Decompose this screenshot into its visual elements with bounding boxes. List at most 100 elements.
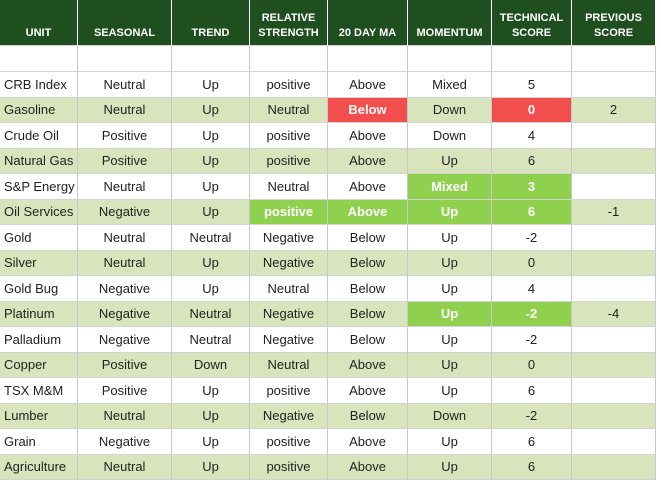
- row-label: Agriculture: [0, 454, 78, 480]
- cell: Negative: [250, 225, 328, 251]
- cell: Up: [408, 250, 492, 276]
- cell: Positive: [78, 352, 172, 378]
- cell: 6: [492, 199, 572, 225]
- cell: -1: [572, 199, 656, 225]
- cell: [572, 225, 656, 251]
- cell: Above: [328, 454, 408, 480]
- cell: Below: [328, 327, 408, 353]
- cell: Positive: [78, 378, 172, 404]
- cell: Up: [172, 378, 250, 404]
- row-label: TSX M&M: [0, 378, 78, 404]
- cell: Above: [328, 378, 408, 404]
- blank-cell: [572, 46, 656, 72]
- cell: Up: [172, 276, 250, 302]
- cell: Above: [328, 123, 408, 149]
- cell: Positive: [78, 148, 172, 174]
- cell: positive: [250, 199, 328, 225]
- cell: -2: [492, 327, 572, 353]
- cell: Up: [408, 199, 492, 225]
- cell: Below: [328, 97, 408, 123]
- column-header: PREVIOUS SCORE: [572, 0, 656, 46]
- cell: Up: [408, 225, 492, 251]
- cell: Neutral: [172, 327, 250, 353]
- cell: Up: [408, 148, 492, 174]
- cell: Up: [408, 429, 492, 455]
- blank-cell: [492, 46, 572, 72]
- cell: Below: [328, 301, 408, 327]
- cell: Down: [408, 97, 492, 123]
- blank-cell: [78, 46, 172, 72]
- cell: Up: [172, 199, 250, 225]
- row-label: Oil Services: [0, 199, 78, 225]
- cell: Above: [328, 352, 408, 378]
- cell: Above: [328, 72, 408, 98]
- cell: Above: [328, 199, 408, 225]
- row-label: Gasoline: [0, 97, 78, 123]
- column-header: RELATIVE STRENGTH: [250, 0, 328, 46]
- cell: [572, 123, 656, 149]
- cell: Negative: [250, 403, 328, 429]
- cell: Positive: [78, 123, 172, 149]
- column-header: 20 DAY MA: [328, 0, 408, 46]
- column-header: UNIT: [0, 0, 78, 46]
- cell: Negative: [78, 301, 172, 327]
- cell: positive: [250, 148, 328, 174]
- row-label: Crude Oil: [0, 123, 78, 149]
- blank-cell: [250, 46, 328, 72]
- cell: Down: [408, 123, 492, 149]
- cell: -2: [492, 403, 572, 429]
- cell: Up: [172, 123, 250, 149]
- cell: Negative: [78, 276, 172, 302]
- column-header: MOMENTUM: [408, 0, 492, 46]
- cell: 0: [492, 250, 572, 276]
- cell: Up: [408, 352, 492, 378]
- cell: Above: [328, 148, 408, 174]
- row-label: Gold: [0, 225, 78, 251]
- cell: Neutral: [172, 301, 250, 327]
- cell: 6: [492, 378, 572, 404]
- cell: 4: [492, 123, 572, 149]
- cell: -2: [492, 225, 572, 251]
- row-label: Copper: [0, 352, 78, 378]
- cell: Up: [172, 403, 250, 429]
- cell: Negative: [78, 327, 172, 353]
- cell: Above: [328, 174, 408, 200]
- row-label: CRB Index: [0, 72, 78, 98]
- cell: Negative: [250, 301, 328, 327]
- cell: Up: [172, 250, 250, 276]
- cell: Neutral: [78, 72, 172, 98]
- cell: Up: [408, 276, 492, 302]
- cell: [572, 250, 656, 276]
- cell: 2: [572, 97, 656, 123]
- cell: Up: [172, 429, 250, 455]
- cell: Neutral: [78, 454, 172, 480]
- cell: 3: [492, 174, 572, 200]
- cell: [572, 72, 656, 98]
- cell: 6: [492, 148, 572, 174]
- cell: 0: [492, 352, 572, 378]
- cell: Negative: [78, 429, 172, 455]
- cell: Up: [172, 72, 250, 98]
- cell: [572, 148, 656, 174]
- cell: -2: [492, 301, 572, 327]
- cell: Neutral: [78, 250, 172, 276]
- cell: Negative: [250, 250, 328, 276]
- cell: Up: [408, 301, 492, 327]
- column-header: SEASONAL: [78, 0, 172, 46]
- cell: Neutral: [78, 174, 172, 200]
- cell: Neutral: [78, 225, 172, 251]
- blank-cell: [328, 46, 408, 72]
- cell: Neutral: [78, 403, 172, 429]
- cell: 4: [492, 276, 572, 302]
- blank-cell: [408, 46, 492, 72]
- cell: 6: [492, 429, 572, 455]
- cell: Up: [172, 454, 250, 480]
- cell: positive: [250, 123, 328, 149]
- cell: Neutral: [250, 352, 328, 378]
- row-label: S&P Energy: [0, 174, 78, 200]
- cell: Negative: [78, 199, 172, 225]
- column-header: TREND: [172, 0, 250, 46]
- row-label: Silver: [0, 250, 78, 276]
- row-label: Platinum: [0, 301, 78, 327]
- cell: Neutral: [250, 276, 328, 302]
